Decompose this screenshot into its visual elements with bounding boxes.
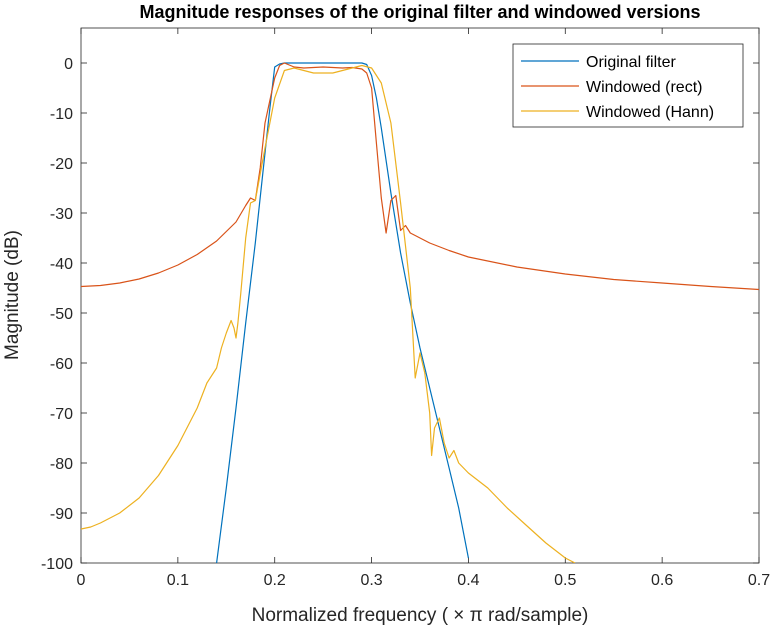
y-tick-label: -70 <box>50 406 73 423</box>
y-tick-label: -10 <box>50 106 73 123</box>
x-tick-label: 0.3 <box>360 572 382 589</box>
y-tick-label: -40 <box>50 256 73 273</box>
series-lines <box>81 62 759 563</box>
x-axis-label: Normalized frequency ( × π rad/sample) <box>252 605 589 626</box>
y-tick-label: -80 <box>50 456 73 473</box>
y-tick-label: -20 <box>50 156 73 173</box>
y-axis-label: Magnitude (dB) <box>2 230 23 360</box>
y-tick-label: 0 <box>64 56 73 73</box>
y-tick-label: -50 <box>50 306 73 323</box>
tick-labels: 0 0.1 0.2 0.3 0.4 0.5 0.6 0.7 0 -10 -20 -30 -40 -50 -6… <box>41 56 770 589</box>
x-tick-label: 0 <box>77 572 86 589</box>
x-tick-label: 0.7 <box>748 572 770 589</box>
y-tick-label: -90 <box>50 506 73 523</box>
tick-marks <box>80 28 760 564</box>
x-tick-label: 0.1 <box>167 572 189 589</box>
x-tick-label: 0.2 <box>264 572 286 589</box>
y-tick-label: -30 <box>50 206 73 223</box>
x-tick-label: 0.4 <box>457 572 479 589</box>
legend: Original filter Windowed (rect) Windowed (… <box>512 43 744 128</box>
legend-label-0: Original filter <box>586 54 676 71</box>
series-line-2 <box>81 64 576 563</box>
series-line-1 <box>81 62 759 291</box>
legend-label-2: Windowed (Hann) <box>586 104 714 121</box>
x-tick-label: 0.5 <box>554 572 576 589</box>
y-tick-label: -60 <box>50 356 73 373</box>
y-tick-label: -100 <box>41 556 73 573</box>
legend-label-1: Windowed (rect) <box>586 79 702 96</box>
chart-title: Magnitude responses of the original filt… <box>139 2 700 22</box>
series-line-0 <box>216 62 469 563</box>
x-tick-label: 0.6 <box>651 572 673 589</box>
